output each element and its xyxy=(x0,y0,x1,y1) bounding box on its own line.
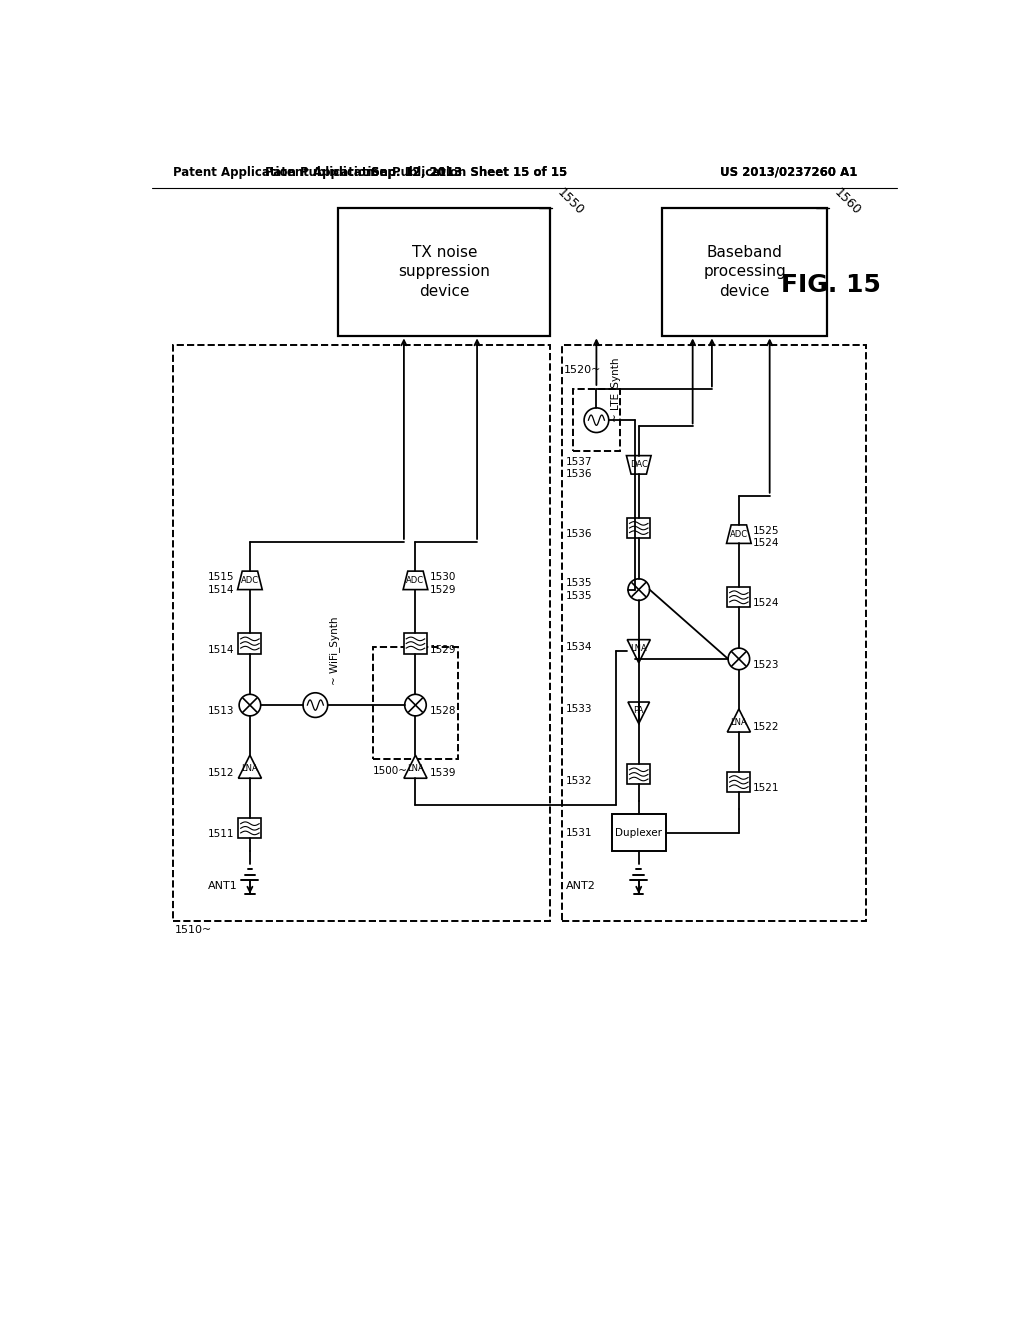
Text: 1522: 1522 xyxy=(753,722,779,731)
Bar xyxy=(573,389,620,451)
Text: 1500~: 1500~ xyxy=(373,766,409,776)
Text: 1524: 1524 xyxy=(753,598,779,609)
Text: 1533: 1533 xyxy=(565,704,592,714)
Text: 1529: 1529 xyxy=(429,585,456,594)
Text: 1534: 1534 xyxy=(565,643,592,652)
Text: Sep. 12, 2013  Sheet 15 of 15: Sep. 12, 2013 Sheet 15 of 15 xyxy=(372,166,567,178)
Circle shape xyxy=(628,579,649,601)
Text: 1524: 1524 xyxy=(753,539,779,548)
Text: 1512: 1512 xyxy=(208,768,234,777)
Polygon shape xyxy=(403,755,427,779)
Text: 1560: 1560 xyxy=(831,186,863,218)
Text: FIG. 15: FIG. 15 xyxy=(781,273,882,297)
Circle shape xyxy=(404,694,426,715)
Circle shape xyxy=(728,648,750,669)
Text: LNA: LNA xyxy=(730,718,748,726)
Text: 1531: 1531 xyxy=(565,828,592,838)
Text: Patent Application Publication: Patent Application Publication xyxy=(173,166,374,178)
Text: LNA: LNA xyxy=(631,644,647,653)
Bar xyxy=(373,647,458,759)
Text: 1539: 1539 xyxy=(429,768,456,777)
Text: 1521: 1521 xyxy=(753,783,779,793)
Text: 1523: 1523 xyxy=(753,660,779,671)
Polygon shape xyxy=(628,702,649,723)
Text: ANT1: ANT1 xyxy=(208,880,238,891)
Text: ANT2: ANT2 xyxy=(565,880,596,891)
Text: 1530: 1530 xyxy=(429,573,456,582)
Polygon shape xyxy=(628,640,650,663)
Text: PA: PA xyxy=(634,706,644,715)
Text: ADC: ADC xyxy=(407,576,425,585)
Polygon shape xyxy=(727,525,752,544)
Text: LNA: LNA xyxy=(408,764,424,772)
Circle shape xyxy=(584,408,608,433)
Text: 1510~: 1510~ xyxy=(174,925,212,935)
Bar xyxy=(239,818,261,838)
Polygon shape xyxy=(727,709,751,733)
Text: 1550: 1550 xyxy=(554,186,586,218)
Text: US 2013/0237260 A1: US 2013/0237260 A1 xyxy=(720,166,857,178)
Text: 1532: 1532 xyxy=(565,776,592,785)
Bar xyxy=(562,345,866,921)
Bar xyxy=(727,587,751,607)
Bar xyxy=(628,517,650,539)
Text: 1537: 1537 xyxy=(565,457,592,467)
Bar xyxy=(611,814,666,851)
Polygon shape xyxy=(239,755,261,779)
Text: ~ WiFi_Synth: ~ WiFi_Synth xyxy=(329,616,340,685)
Bar xyxy=(239,634,261,653)
Text: ADC: ADC xyxy=(241,576,259,585)
Text: 1536: 1536 xyxy=(565,469,592,479)
Text: DAC: DAC xyxy=(630,461,648,470)
Bar xyxy=(403,634,427,653)
Text: 1529: 1529 xyxy=(429,644,456,655)
Text: LNA: LNA xyxy=(242,764,258,772)
Text: Sep. 12, 2013  Sheet 15 of 15: Sep. 12, 2013 Sheet 15 of 15 xyxy=(372,166,567,178)
Bar xyxy=(662,209,827,335)
Bar xyxy=(727,772,751,792)
Text: 1514: 1514 xyxy=(208,585,234,594)
Bar xyxy=(628,764,650,784)
Text: Duplexer: Duplexer xyxy=(615,828,663,838)
Text: 1536: 1536 xyxy=(565,529,592,539)
Text: 1520~: 1520~ xyxy=(564,366,601,375)
Text: 1535: 1535 xyxy=(565,591,592,601)
Text: 1525: 1525 xyxy=(753,527,779,536)
Polygon shape xyxy=(403,572,428,590)
Text: 1513: 1513 xyxy=(208,706,234,717)
Text: 1515: 1515 xyxy=(208,573,234,582)
Text: TX noise
suppression
device: TX noise suppression device xyxy=(398,244,490,300)
Text: ADC: ADC xyxy=(730,529,748,539)
Bar xyxy=(339,209,550,335)
Text: 1511: 1511 xyxy=(208,829,234,840)
Text: 1514: 1514 xyxy=(208,644,234,655)
Text: 1528: 1528 xyxy=(429,706,456,717)
Polygon shape xyxy=(238,572,262,590)
Text: 1535: 1535 xyxy=(565,578,592,589)
Text: US 2013/0237260 A1: US 2013/0237260 A1 xyxy=(720,166,857,178)
Bar xyxy=(173,345,550,921)
Circle shape xyxy=(303,693,328,718)
Text: Patent Application Publication: Patent Application Publication xyxy=(265,166,467,178)
Text: Baseband
processing
device: Baseband processing device xyxy=(703,244,786,300)
Circle shape xyxy=(240,694,261,715)
Polygon shape xyxy=(627,455,651,474)
Text: ~ LTE_Synth: ~ LTE_Synth xyxy=(610,358,622,421)
